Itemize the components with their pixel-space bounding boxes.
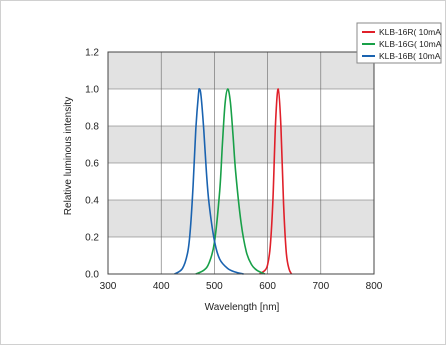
legend-label: KLB-16B( 10mA: [379, 51, 441, 61]
plot-frame: [107, 51, 375, 275]
legend-label: KLB-16R( 10mA: [379, 27, 441, 37]
x-tick-label: 700: [312, 281, 329, 292]
y-tick-label: 1.0: [85, 85, 99, 96]
axes: [107, 51, 375, 275]
y-tick-label: 0.0: [85, 270, 99, 281]
grid-band: [108, 126, 374, 163]
series-line-3: [174, 87, 244, 275]
y-tick-label: 1.2: [85, 48, 99, 59]
legend: KLB-16R( 10mA KLB-16G( 10mA KLB-16B( 10mA: [356, 22, 442, 64]
x-tick-label: 300: [100, 281, 117, 292]
x-tick-label: 400: [153, 281, 170, 292]
y-tick-label: 0.4: [85, 196, 99, 207]
y-tick-labels: 0.0 0.2 0.4 0.6 0.8 1.0 1.2: [85, 48, 99, 281]
x-tick-labels: 300 400 500 600 700 800: [100, 281, 383, 292]
grid-band: [108, 89, 374, 126]
y-axis-label: Relative luminous intensity: [63, 97, 74, 215]
series-line-2: [195, 88, 266, 275]
x-tick-label: 600: [259, 281, 276, 292]
grid-bands: [108, 52, 374, 274]
grid-band: [108, 163, 374, 200]
grid-band: [108, 52, 374, 89]
series-layer: [174, 87, 293, 275]
y-tick-label: 0.2: [85, 233, 99, 244]
x-tick-label: 800: [366, 281, 383, 292]
y-tick-label: 0.6: [85, 159, 99, 170]
y-tick-label: 0.8: [85, 122, 99, 133]
series-line-1: [259, 88, 293, 275]
x-axis-label: Wavelength [nm]: [205, 302, 280, 313]
legend-label: KLB-16G( 10mA: [379, 39, 442, 49]
grid-band: [108, 237, 374, 274]
x-tick-label: 500: [206, 281, 223, 292]
